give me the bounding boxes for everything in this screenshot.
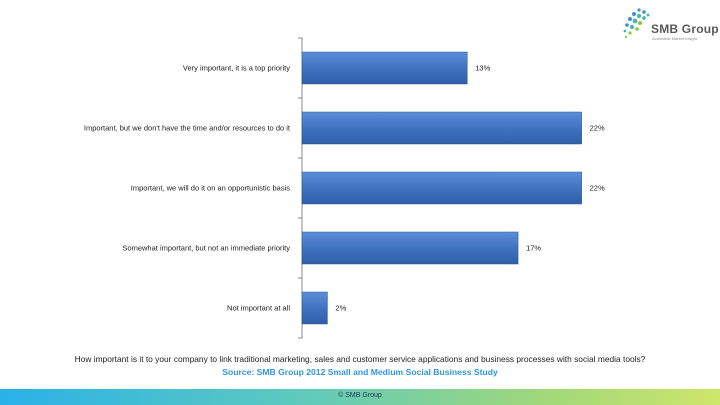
logo-tagline: Actionable Market Insight [652, 36, 697, 41]
bar [301, 171, 582, 205]
value-label: 17% [526, 244, 541, 253]
bar-chart: Very important, it is a top priority 13% I… [84, 37, 605, 339]
value-label: 22% [590, 184, 605, 193]
category-label: Important, but we don't have the time an… [84, 124, 291, 133]
category-label: Not important at all [227, 304, 290, 313]
value-label: 22% [590, 124, 605, 133]
value-label: 13% [475, 64, 490, 73]
bar [301, 231, 519, 265]
category-label: Important, we will do it on an opportuni… [131, 184, 290, 193]
source-note: Source: SMB Group 2012 Small and Medium … [222, 367, 498, 377]
category-label: Somewhat important, but not an immediate… [122, 244, 290, 253]
copyright: © SMB Group [338, 392, 382, 399]
survey-question: How important is it to your company to l… [74, 354, 646, 364]
bar [301, 291, 328, 325]
category-label: Very important, it is a top priority [183, 64, 290, 73]
bar [301, 51, 468, 85]
logo-dots-icon [623, 8, 650, 39]
logo-name: SMB Group [651, 22, 719, 36]
smb-group-logo: SMB Group Actionable Market Insight [622, 6, 719, 50]
footer-bar: © SMB Group [0, 389, 720, 405]
bar [301, 111, 582, 145]
value-label: 2% [335, 304, 346, 313]
